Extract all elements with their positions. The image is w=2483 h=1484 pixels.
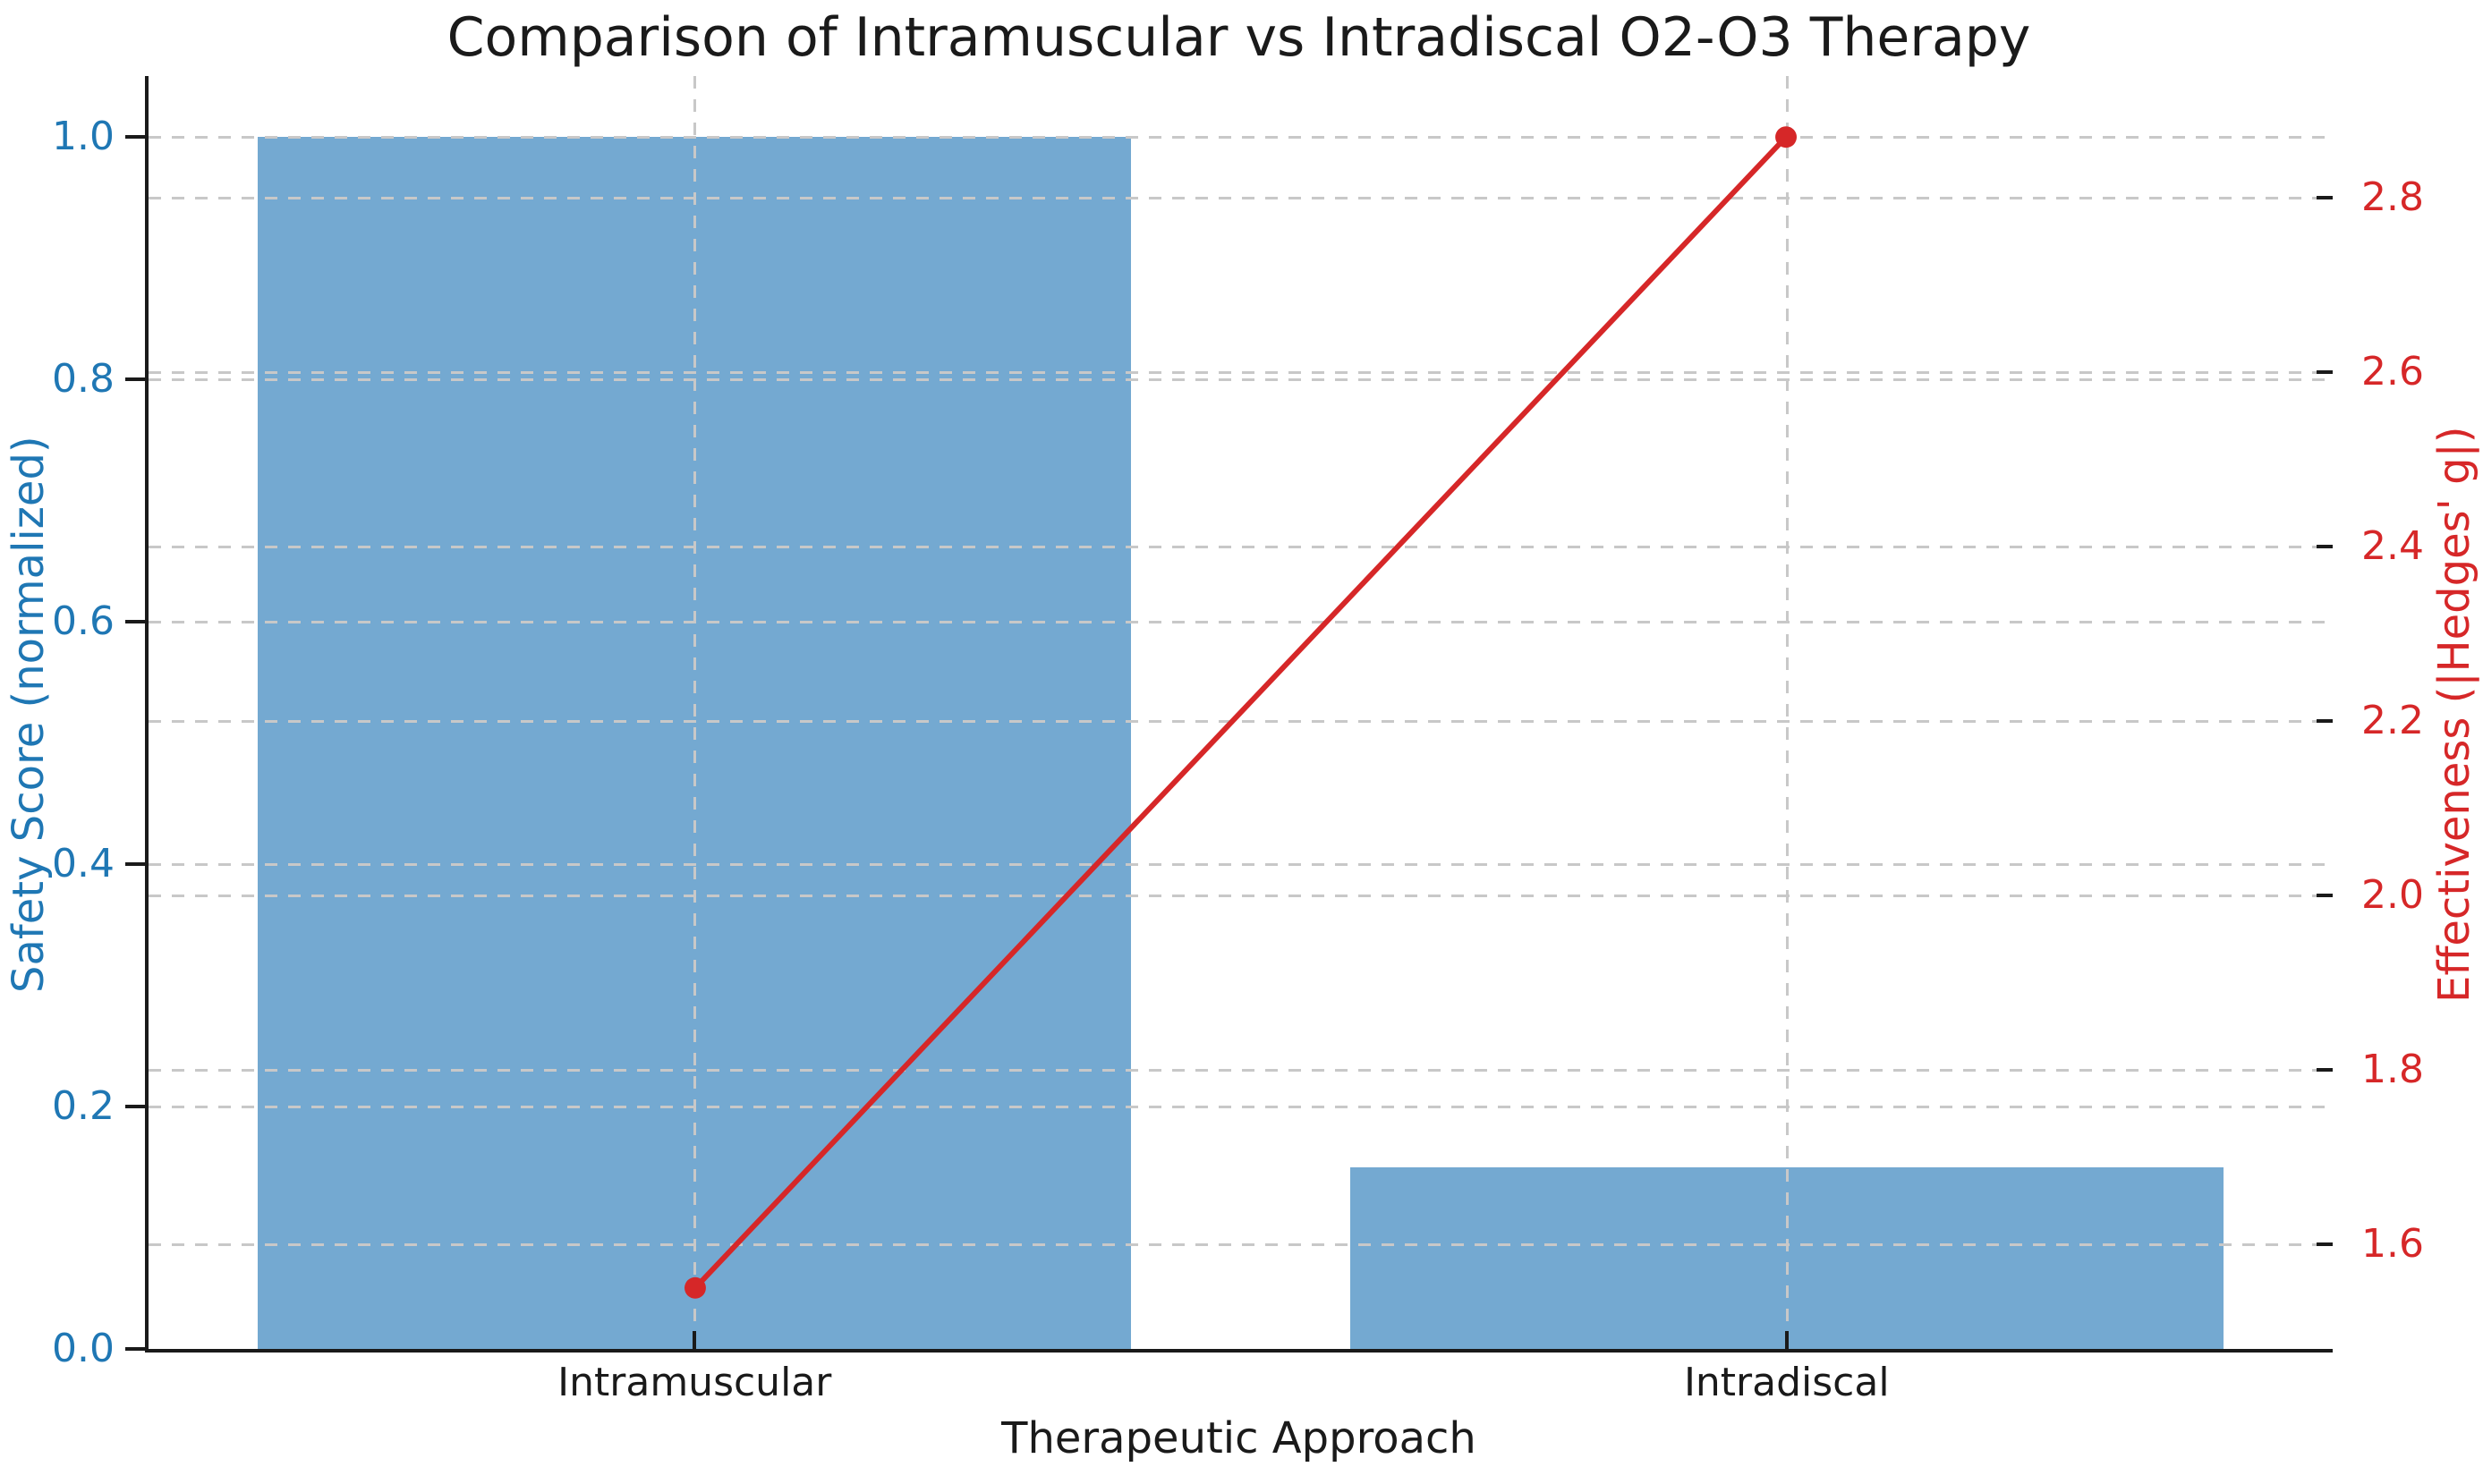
x-axis-label: Therapeutic Approach bbox=[1001, 1413, 1476, 1463]
right-tick-2.4 bbox=[2317, 545, 2333, 549]
gridline-left-0.8 bbox=[149, 377, 2333, 381]
gridline-left-0.2 bbox=[149, 1105, 2333, 1108]
chart-title: Comparison of Intramuscular vs Intradisc… bbox=[446, 6, 2031, 69]
effectiveness-marker-intradiscal bbox=[1775, 126, 1798, 148]
gridline-right-1.6 bbox=[149, 1243, 2333, 1247]
left-tick-0.8 bbox=[125, 377, 145, 381]
left-tick-label: 1.0 bbox=[52, 113, 115, 159]
gridline-x-intramuscular bbox=[693, 76, 697, 1349]
x-tick-intradiscal bbox=[1784, 1331, 1789, 1349]
left-tick-label: 0.2 bbox=[52, 1082, 115, 1129]
gridline-left-0.4 bbox=[149, 862, 2333, 866]
right-tick-label: 2.0 bbox=[2361, 872, 2424, 919]
gridline-x-intradiscal bbox=[1785, 76, 1789, 1349]
right-tick-2.2 bbox=[2317, 719, 2333, 724]
x-tick-intramuscular bbox=[693, 1331, 697, 1349]
right-tick-2.6 bbox=[2317, 370, 2333, 375]
left-tick-label: 0.0 bbox=[52, 1326, 115, 1371]
effectiveness-line-layer bbox=[684, 126, 1798, 1299]
x-tick-label-intramuscular: Intramuscular bbox=[557, 1360, 832, 1405]
right-tick-2.8 bbox=[2317, 196, 2333, 200]
left-tick-label: 0.4 bbox=[52, 840, 115, 886]
left-tick-0.0 bbox=[125, 1347, 145, 1351]
left-tick-0.6 bbox=[125, 619, 145, 623]
effectiveness-line bbox=[693, 135, 1789, 1290]
gridline-right-2.6 bbox=[149, 371, 2333, 375]
x-tick-label-intradiscal: Intradiscal bbox=[1683, 1360, 1890, 1405]
right-tick-label: 2.6 bbox=[2361, 349, 2424, 395]
right-tick-label: 2.8 bbox=[2361, 174, 2424, 221]
right-tick-label: 1.8 bbox=[2361, 1047, 2424, 1093]
gridline-right-2.2 bbox=[149, 720, 2333, 724]
gridline-left-1 bbox=[149, 135, 2333, 139]
right-tick-label: 2.4 bbox=[2361, 523, 2424, 570]
effectiveness-marker-intramuscular bbox=[684, 1276, 706, 1299]
plot-area: 0.0 0.2 0.4 0.6 0.8 1.0 1.6 1.8 2.0 2.2 2.4 2.6 2.8 I… bbox=[52, 76, 2424, 1404]
left-tick-0.4 bbox=[125, 861, 145, 866]
left-axis-label: Safety Score (normalized) bbox=[4, 436, 54, 993]
left-tick-0.2 bbox=[125, 1104, 145, 1108]
right-tick-label: 1.6 bbox=[2361, 1221, 2424, 1268]
gridline-right-2.4 bbox=[149, 546, 2333, 549]
gridline-right-2.8 bbox=[149, 197, 2333, 200]
right-tick-1.6 bbox=[2317, 1242, 2333, 1247]
left-tick-label: 0.6 bbox=[52, 598, 115, 644]
right-tick-2.0 bbox=[2317, 894, 2333, 898]
right-tick-label: 2.2 bbox=[2361, 698, 2424, 744]
left-tick-label: 0.8 bbox=[52, 355, 115, 402]
gridline-right-2 bbox=[149, 895, 2333, 898]
left-tick-1.0 bbox=[125, 134, 145, 139]
right-tick-1.8 bbox=[2317, 1068, 2333, 1073]
gridline-left-0.6 bbox=[149, 620, 2333, 623]
gridline-right-1.8 bbox=[149, 1069, 2333, 1073]
